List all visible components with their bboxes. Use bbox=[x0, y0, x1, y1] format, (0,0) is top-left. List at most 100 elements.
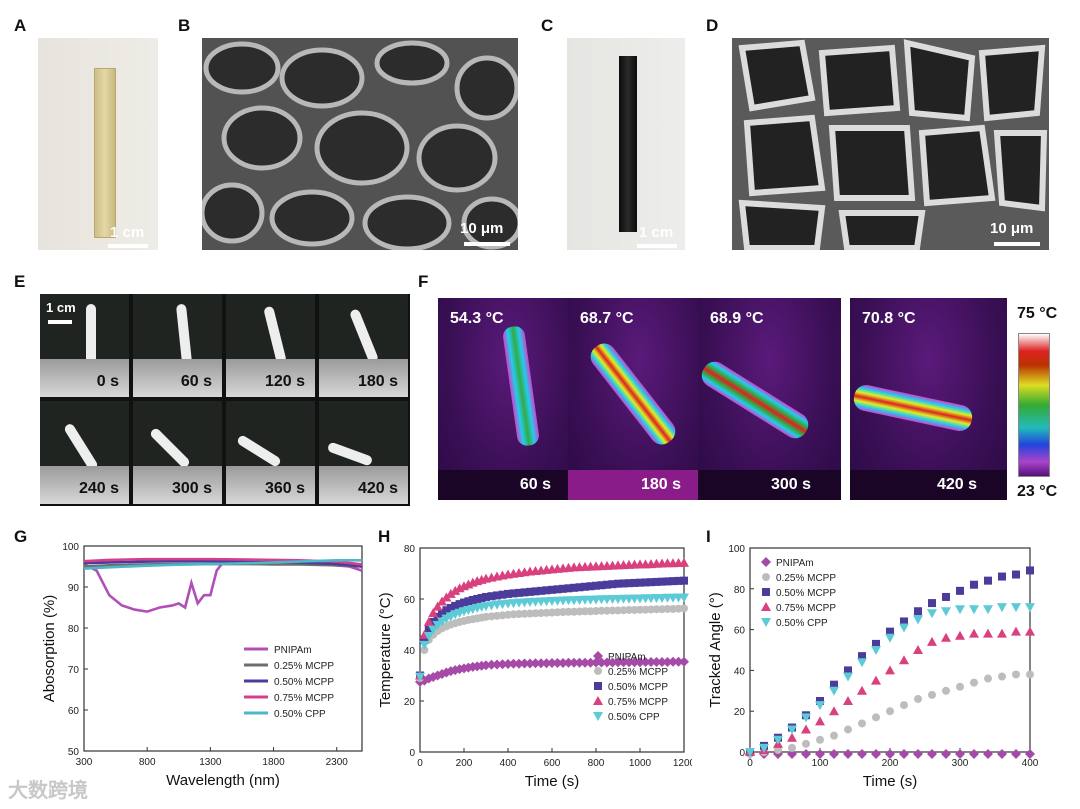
legend-swatch bbox=[762, 573, 770, 581]
data-point bbox=[942, 592, 950, 601]
legend-swatch bbox=[761, 557, 771, 567]
y-tick-label: 80 bbox=[734, 585, 746, 596]
data-point bbox=[955, 605, 965, 615]
panel-label-e: E bbox=[14, 272, 26, 291]
data-point bbox=[514, 658, 524, 669]
x-tick-label: 1800 bbox=[262, 757, 285, 768]
data-point bbox=[674, 576, 683, 585]
data-point bbox=[497, 659, 508, 670]
floor bbox=[226, 466, 315, 504]
data-point bbox=[815, 701, 825, 711]
data-point bbox=[984, 674, 992, 683]
data-point bbox=[563, 657, 574, 668]
x-tick-label: 0 bbox=[747, 758, 753, 769]
strip-silhouette bbox=[235, 434, 283, 468]
data-point bbox=[537, 586, 545, 595]
y-tick-label: 100 bbox=[728, 544, 745, 555]
data-point bbox=[844, 725, 852, 734]
data-point bbox=[477, 593, 486, 602]
data-point bbox=[830, 680, 838, 689]
colorbar-max-label: 75 °C bbox=[1017, 305, 1058, 322]
timelapse-frame: 0 s bbox=[40, 294, 129, 397]
data-point bbox=[608, 580, 617, 589]
floor bbox=[319, 466, 408, 504]
data-point bbox=[970, 678, 978, 687]
data-point bbox=[872, 713, 880, 722]
thermal-frame: 68.7 °C 180 s bbox=[568, 298, 711, 500]
data-point bbox=[668, 656, 678, 667]
data-point bbox=[625, 605, 633, 614]
sem-pore-structure bbox=[202, 38, 518, 250]
floor bbox=[40, 359, 129, 397]
thermal-frame: 70.8 °C 420 s bbox=[850, 298, 1007, 500]
data-point bbox=[829, 749, 839, 760]
data-point bbox=[481, 660, 491, 671]
data-point bbox=[745, 748, 755, 757]
frame-max-temp: 68.9 °C bbox=[710, 310, 764, 327]
data-point bbox=[652, 577, 661, 586]
data-point bbox=[997, 628, 1007, 638]
x-tick-label: 2300 bbox=[326, 757, 349, 768]
floor bbox=[133, 359, 222, 397]
scale-bar-line bbox=[464, 242, 510, 246]
legend-swatch bbox=[761, 602, 771, 611]
data-point bbox=[679, 593, 689, 603]
data-point bbox=[871, 646, 881, 655]
data-point bbox=[801, 713, 811, 723]
thermal-frame: 54.3 °C 60 s bbox=[438, 298, 581, 500]
legend-label: PNIPAm bbox=[274, 645, 312, 656]
series-line bbox=[83, 559, 363, 613]
y-tick-label: 20 bbox=[734, 707, 746, 718]
scale-bar-label: 1 cm bbox=[46, 300, 76, 315]
data-point bbox=[1012, 670, 1020, 679]
data-point bbox=[419, 640, 430, 650]
data-point bbox=[787, 749, 797, 760]
data-point bbox=[493, 591, 501, 600]
data-point bbox=[451, 601, 460, 610]
strip-silhouette bbox=[263, 305, 287, 365]
data-point bbox=[913, 749, 923, 760]
data-point bbox=[625, 579, 633, 588]
data-point bbox=[843, 749, 853, 760]
panel-label-d: D bbox=[706, 16, 719, 35]
y-axis-label: Tracked Angle (°) bbox=[707, 592, 724, 708]
frame-max-temp: 70.8 °C bbox=[862, 310, 916, 327]
sem-pore-structure bbox=[732, 38, 1049, 250]
data-point bbox=[652, 605, 661, 614]
data-point bbox=[928, 599, 936, 608]
data-point bbox=[679, 557, 689, 567]
data-point bbox=[423, 631, 434, 641]
legend-label: 0.50% CPP bbox=[608, 712, 660, 723]
data-point bbox=[679, 656, 689, 667]
data-point bbox=[509, 589, 518, 598]
scale-bar-label: 10 μm bbox=[990, 220, 1034, 237]
hot-strip bbox=[501, 325, 541, 447]
legend-label: 0.50% CPP bbox=[776, 618, 828, 629]
data-point bbox=[570, 583, 578, 592]
legend-swatch bbox=[761, 618, 771, 627]
data-point bbox=[843, 672, 853, 682]
data-point bbox=[636, 605, 644, 614]
y-tick-label: 60 bbox=[734, 626, 746, 637]
hydrogel-strip bbox=[94, 68, 116, 238]
chart-tracked-angle: 0 100 200 300 400 0 20 40 60 80 100 Time (s) Tracked… bbox=[707, 544, 1039, 790]
scale-bar-line bbox=[48, 320, 72, 324]
strip-silhouette bbox=[175, 303, 193, 365]
data-point bbox=[830, 731, 838, 740]
thermal-ground bbox=[438, 470, 581, 500]
data-point bbox=[1011, 603, 1021, 613]
data-point bbox=[913, 615, 923, 625]
data-point bbox=[487, 592, 496, 601]
data-point bbox=[857, 658, 867, 668]
data-point bbox=[463, 662, 474, 673]
data-point bbox=[428, 625, 439, 635]
data-point bbox=[1026, 670, 1034, 679]
legend-swatch bbox=[593, 696, 603, 705]
data-point bbox=[526, 587, 534, 596]
y-axis-label: Abosorption (%) bbox=[41, 595, 58, 703]
scale-bar-line bbox=[108, 244, 148, 248]
data-point bbox=[432, 621, 443, 631]
panel-label-c: C bbox=[541, 16, 554, 35]
data-point bbox=[802, 739, 810, 748]
data-point bbox=[613, 657, 623, 668]
